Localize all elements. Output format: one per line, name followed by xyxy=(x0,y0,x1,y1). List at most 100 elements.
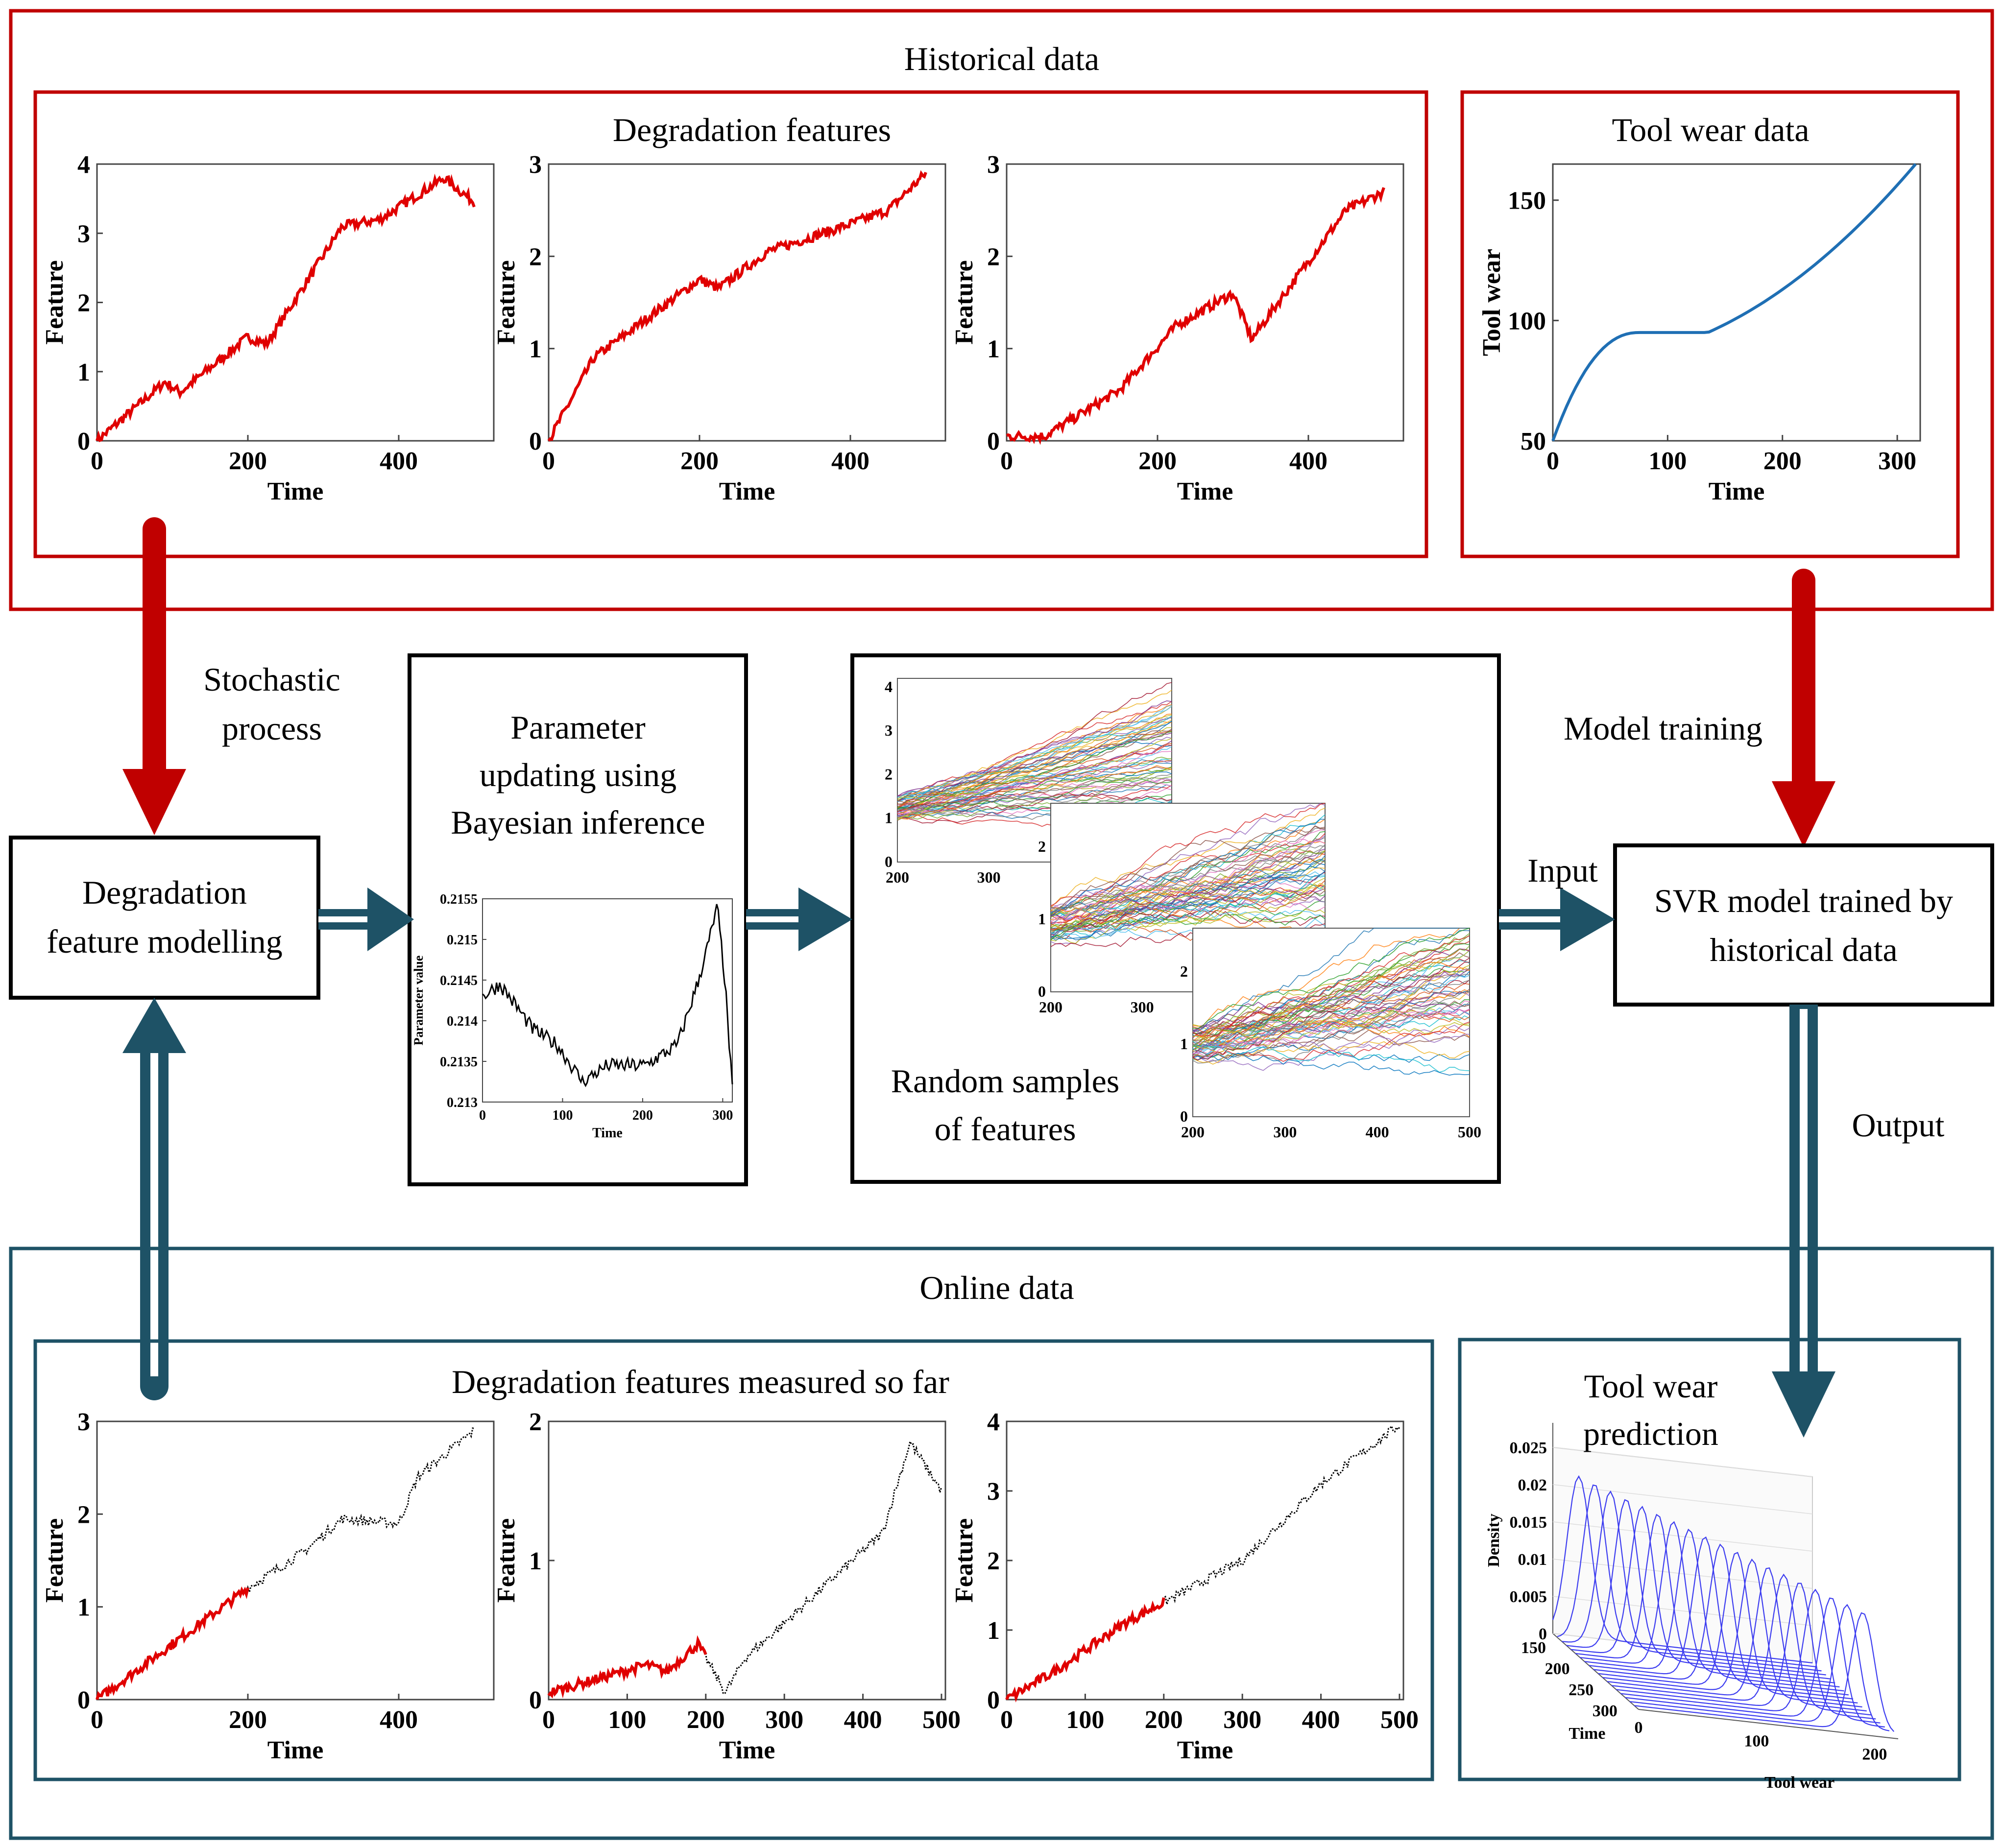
x-tick-label: 200 xyxy=(1138,447,1177,475)
density-curve xyxy=(1562,1490,1822,1672)
tool-wear-prediction-title: Tool wear prediction xyxy=(1583,1368,1718,1452)
online-features-panel xyxy=(33,1339,1434,1781)
sample-path xyxy=(1192,945,1470,1048)
sample-path xyxy=(1192,958,1470,1061)
x-tick-label: 400 xyxy=(844,1706,882,1734)
density-curve xyxy=(1629,1604,1890,1731)
y-tick-label: 2 xyxy=(987,1547,1000,1575)
time-axis-label: Time xyxy=(1569,1725,1606,1743)
sample-path xyxy=(1192,1017,1470,1042)
tool-wear-prediction-panel xyxy=(1458,1338,1961,1781)
sample-path xyxy=(897,700,1172,797)
x-tick-label: 300 xyxy=(1131,998,1154,1016)
x-tick-label: 100 xyxy=(1648,447,1687,475)
sample-path xyxy=(897,776,1172,820)
density-curve xyxy=(1625,1597,1885,1728)
x-tick-label: 200 xyxy=(229,447,267,475)
x-axis-label: Time xyxy=(1709,478,1765,505)
x-tick-label: 300 xyxy=(977,868,1001,886)
remaining-feature-series xyxy=(1161,1424,1400,1606)
x-tick-label: 400 xyxy=(1289,447,1327,475)
y-tick-label: 2 xyxy=(1180,962,1188,980)
y-axis-label: Feature xyxy=(492,1518,520,1603)
sample-path xyxy=(1050,913,1326,940)
density-curve xyxy=(1589,1536,1849,1696)
sample-path xyxy=(1050,844,1326,912)
sample-path xyxy=(1192,1008,1470,1058)
online-to-modelling-arrow xyxy=(122,998,186,1400)
sample-path xyxy=(1050,859,1326,940)
parameter-updating-title: Parameter updating using Bayesian inferenc… xyxy=(451,709,705,841)
sample-path xyxy=(1192,935,1470,1037)
model-training-label: Model training xyxy=(1564,710,1762,747)
sample-path xyxy=(1192,989,1470,1046)
y-tick-label: 3 xyxy=(77,1408,90,1436)
y-tick-label: 0 xyxy=(529,1686,542,1714)
feature-series xyxy=(547,1635,707,1699)
random-samples-caption: Random samples of features xyxy=(891,1062,1120,1148)
time-tick-label: 250 xyxy=(1569,1681,1593,1699)
sample-path xyxy=(897,701,1172,797)
wear-tick-label: 200 xyxy=(1862,1746,1887,1764)
x-tick-label: 300 xyxy=(1878,447,1916,475)
input-label: Input xyxy=(1527,852,1598,889)
sample-path xyxy=(897,746,1172,798)
sample-path xyxy=(1192,980,1470,1057)
sample-path xyxy=(1192,979,1470,1034)
sample-path xyxy=(897,767,1172,817)
sample-path xyxy=(1050,883,1326,916)
density-curve xyxy=(1602,1559,1862,1708)
y-tick-label: 3 xyxy=(987,151,1000,179)
y-tick-label: 0.2155 xyxy=(440,892,478,907)
x-tick-label: 200 xyxy=(1763,447,1802,475)
sample-path xyxy=(1192,930,1470,1046)
y-tick-label: 0 xyxy=(987,1686,1000,1714)
x-tick-label: 200 xyxy=(886,868,909,886)
plot-frame xyxy=(482,898,733,1103)
y-tick-label: 150 xyxy=(1508,187,1546,215)
z-tick-label: 0 xyxy=(1539,1625,1547,1643)
historical-feature-plot: 0 1 2 3 0 200 400 Time Feature xyxy=(950,151,1404,505)
sample-path xyxy=(1192,1033,1470,1052)
tool-wear-prediction-plot: 0.025 0.02 0.015 0.01 0.005 0 Density 150 200 250… xyxy=(1485,1423,1899,1792)
sample-path xyxy=(1050,871,1326,941)
x-tick-label: 0 xyxy=(1000,447,1013,475)
y-axis-label: Feature xyxy=(950,1518,978,1603)
sample-path xyxy=(1192,1008,1470,1046)
feature-series xyxy=(547,170,927,442)
sample-path xyxy=(1050,839,1326,923)
y-tick-label: 0.215 xyxy=(447,933,478,948)
y-tick-label: 2 xyxy=(885,765,893,783)
sample-path xyxy=(1192,1053,1470,1076)
online-feature-plot: 0 1 2 0 100 200 300 400 500 Time Feature xyxy=(492,1408,961,1764)
y-tick-label: 4 xyxy=(77,151,90,179)
x-axis-label: Time xyxy=(719,478,775,505)
sample-path xyxy=(1050,835,1326,910)
y-tick-label: 1 xyxy=(529,336,542,363)
online-feature-plot: 0 1 2 3 4 0 100 200 300 400 500 Time Feature xyxy=(950,1408,1419,1764)
sample-path xyxy=(1050,818,1326,916)
z-grid-line xyxy=(1552,1596,1813,1626)
y-tick-label: 0 xyxy=(77,428,90,456)
remaining-feature-series xyxy=(245,1427,475,1595)
y-axis-label: Feature xyxy=(950,260,978,344)
x-tick-label: 100 xyxy=(608,1706,646,1734)
y-axis-label: Tool wear xyxy=(1478,249,1506,356)
y-tick-label: 0 xyxy=(885,853,893,870)
x-tick-label: 0 xyxy=(91,1706,103,1734)
x-tick-label: 200 xyxy=(1181,1123,1205,1141)
y-tick-label: 3 xyxy=(885,721,893,739)
y-tick-label: 3 xyxy=(987,1478,1000,1506)
y-tick-label: 4 xyxy=(987,1408,1000,1436)
sample-path xyxy=(1050,869,1326,913)
sample-path xyxy=(897,720,1172,801)
x-tick-label: 400 xyxy=(831,447,869,475)
density-curve xyxy=(1616,1583,1876,1720)
y-tick-label: 2 xyxy=(77,289,90,317)
density-curve xyxy=(1552,1475,1813,1664)
x-tick-label: 500 xyxy=(1380,1706,1419,1734)
